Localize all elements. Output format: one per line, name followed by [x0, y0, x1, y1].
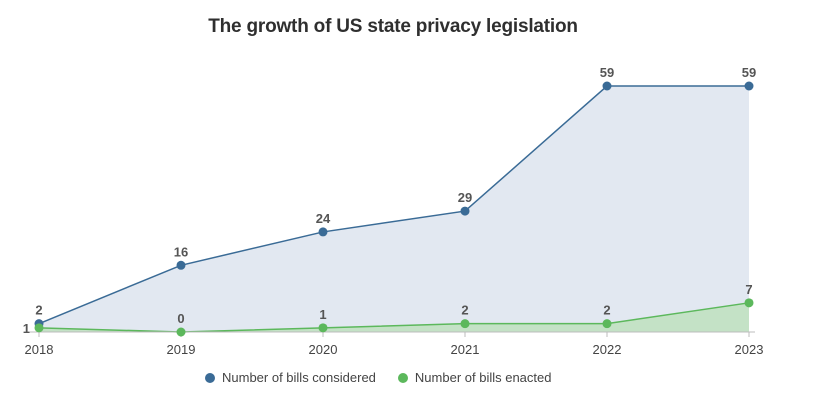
data-point-s1-2018 [34, 323, 44, 333]
data-point-s1-2022 [602, 319, 612, 329]
data-point-s0-2023 [744, 81, 754, 91]
data-label-s1-2021: 2 [461, 303, 468, 318]
data-label-s1-2022: 2 [603, 303, 610, 318]
series-area-0 [39, 86, 749, 332]
data-label-s0-2022: 59 [600, 65, 614, 80]
data-point-s1-2021 [460, 319, 470, 329]
data-point-s1-2020 [318, 323, 328, 333]
x-tick-label-2021: 2021 [451, 342, 480, 357]
data-label-s0-2023: 59 [742, 65, 756, 80]
data-label-s1-2019: 0 [177, 311, 184, 326]
x-tick-label-2022: 2022 [593, 342, 622, 357]
legend-label-considered: Number of bills considered [222, 370, 376, 385]
legend-item-considered: Number of bills considered [205, 370, 376, 385]
x-tick-label-2023: 2023 [735, 342, 764, 357]
series-line-0 [38, 85, 749, 325]
data-point-s1-2019 [176, 327, 186, 337]
legend-label-enacted: Number of bills enacted [414, 370, 552, 385]
series-area-1 [39, 302, 749, 332]
data-point-s0-2020 [318, 227, 328, 237]
series-line-1 [38, 302, 750, 333]
data-label-s1-2023: 7 [745, 282, 752, 297]
data-label-s0-2020: 24 [316, 211, 331, 226]
legend-marker-enacted [397, 372, 408, 383]
legend-item-enacted: Number of bills enacted [397, 370, 552, 385]
data-label-s0-2021: 29 [458, 190, 472, 205]
data-label-s1-2020: 1 [319, 307, 326, 322]
x-tick-label-2019: 2019 [167, 342, 196, 357]
legend: Number of bills considered Number of bil… [205, 370, 551, 385]
x-tick-label-2018: 2018 [25, 342, 54, 357]
data-label-s0-2019: 16 [174, 244, 188, 259]
data-point-s1-2023 [744, 298, 754, 308]
legend-marker-considered [205, 372, 215, 383]
data-point-s0-2022 [602, 81, 612, 91]
data-point-s0-2019 [176, 260, 186, 270]
data-label-s0-2018: 2 [35, 303, 42, 318]
data-point-s0-2021 [460, 206, 470, 216]
data-label-s1-2018: 1 [23, 321, 30, 336]
chart-title: The growth of US state privacy legislati… [208, 16, 578, 37]
x-tick-label-2020: 2020 [309, 342, 338, 357]
